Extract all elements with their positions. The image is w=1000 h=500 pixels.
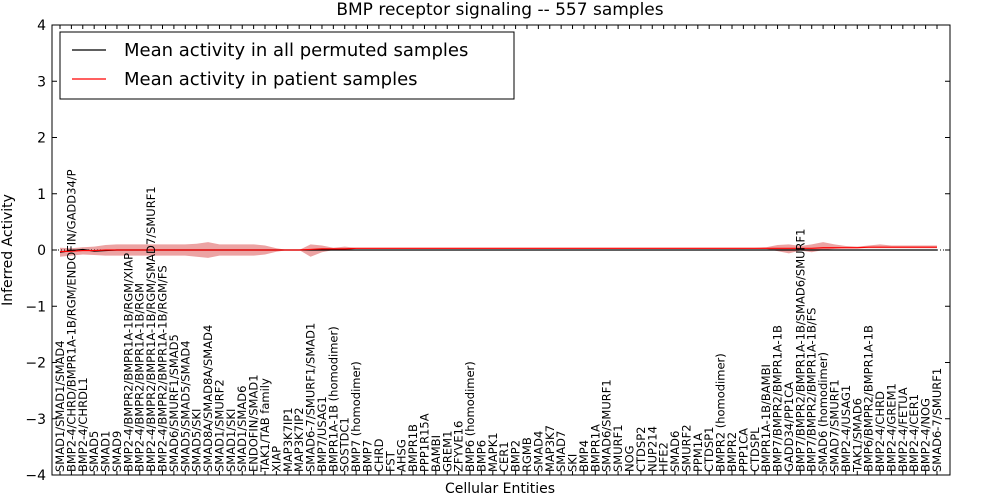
x-tick-label: BMP6/BMPR2/BMPR1A-1B (862, 325, 876, 472)
x-tick-label: BMP7/BMPR2/BMPR1A-1B/SMAD6/SMURF1 (793, 229, 807, 472)
x-tick-label: CTDSPL (748, 427, 762, 472)
x-tick-label: BMPR2 (homodimer) (714, 353, 728, 472)
x-tick-label: BMP2-4/NOG (919, 398, 933, 472)
x-tick-label: CER1 (497, 441, 511, 472)
x-tick-label: MAPK1 (486, 432, 500, 472)
y-tick-label: −3 (25, 412, 46, 428)
x-tick-label: ZFYVE16 (452, 421, 466, 472)
x-tick-label: BMP2-4/CHRDL1 (76, 377, 90, 472)
x-tick-label: BMPR1A-1B (homodimer) (326, 326, 340, 472)
x-tick-label: BMP6 (474, 440, 488, 472)
x-tick-label: SMURF2 (679, 424, 693, 472)
legend: Mean activity in all permuted samples Me… (59, 31, 515, 100)
x-tick-label: XIAP (269, 446, 283, 472)
x-tick-label: BMP2 (509, 440, 523, 472)
x-tick-label: BMP7 (homodimer) (349, 361, 363, 472)
x-tick-label: BMPR1A (588, 424, 602, 472)
x-tick-label: SMAD5/SMAD5/SMAD4 (178, 340, 192, 472)
legend-box (59, 31, 515, 100)
x-tick-label: PPM1A (691, 433, 705, 472)
y-tick-label: 3 (37, 74, 46, 90)
x-tick-label: NOG (622, 445, 636, 472)
x-tick-label: SMAD6/SMURF1 (600, 379, 614, 472)
x-tick-label: SMAD7/SMURF1 (827, 379, 841, 472)
x-tick-label: BMP2-4/CER1 (907, 394, 921, 472)
x-tick-label: BMP2-4/FETUA (896, 387, 910, 472)
x-tick-label: BMP6 (homodimer) (463, 361, 477, 472)
y-axis-label: Inferred Activity (0, 194, 16, 306)
legend-label-patient: Mean activity in patient samples (124, 69, 418, 90)
x-tick-label: SMAD6 (668, 431, 682, 472)
x-tick-label: SMAD4 (531, 431, 545, 472)
y-tick-label: 4 (37, 18, 46, 34)
x-tick-label: CTDSP2 (634, 427, 648, 472)
x-tick-label: BMP2-4/BMPR2/BMPR1A-1B/RGM/FS (156, 265, 170, 472)
x-tick-label: SMAD5 (87, 431, 101, 472)
x-tick-label: BMP2-4/BMPR2/BMPR1A-1B/RGM/XIAP (121, 253, 135, 472)
x-tick-label: SMAD5/SKI (190, 409, 204, 472)
x-tick-label: SMAD1/SMURF2 (212, 379, 226, 472)
x-tick-label: BMP2-4/USAG1 (839, 385, 853, 472)
x-tick-label: BMP2-4/CHRD/BMPR1A-1B/RGM/ENDOFIN/GADD34… (64, 169, 78, 472)
x-tick-label: GADD34/PP1CA (782, 382, 796, 472)
x-tick-label: SMURF1 (611, 424, 625, 472)
y-tick-label: −4 (25, 468, 46, 484)
x-tick-label: BMP2-4/BMPR2/BMPR1A-1B/RGM (133, 283, 147, 472)
y-tick-label: 0 (37, 243, 46, 259)
x-tick-label: MAP3K7IP1 (281, 407, 295, 472)
x-tick-label: PPP1CA (736, 428, 750, 472)
x-tick-label: BMPR1B (406, 424, 420, 472)
x-tick-label: BMP7/BMPR2/BMPR1A-1B (771, 325, 785, 472)
x-tick-label: GREM1 (440, 431, 454, 472)
legend-label-permuted: Mean activity in all permuted samples (124, 40, 468, 61)
x-tick-label: SMAD8A/SMAD8A/SMAD4 (201, 325, 215, 472)
series-line-patient (59, 246, 937, 253)
x-tick-label: CHRD (372, 438, 386, 472)
x-tick-label: NUP214 (645, 426, 659, 472)
x-tick-label: BMP2-4/CHRD (873, 391, 887, 472)
x-tick-label: RGMB (520, 437, 534, 472)
x-tick-label: SKI (566, 454, 580, 472)
x-tick-label: SMAD1/SKI (224, 409, 238, 472)
x-tick-label: BMP7 (361, 440, 375, 472)
x-tick-label: SMAD1/SMAD6 (235, 386, 249, 472)
x-tick-label: BMP2-4/BMPR2/BMPR1A-1B/RGM/SMAD7/SMURF1 (144, 186, 158, 472)
y-tick-label: 2 (37, 131, 46, 147)
x-tick-label: MAP3K7 (543, 425, 557, 472)
y-tick-label: −2 (25, 356, 46, 372)
x-tick-label: SMAD7 (554, 431, 568, 472)
x-tick-label: TAK1/TAB family (258, 378, 272, 473)
x-tick-label: BMP2-4/GREM1 (884, 383, 898, 472)
x-tick-label: HFE2 (657, 442, 671, 472)
x-tick-label: BMP4 (577, 440, 591, 472)
x-tick-label: SMAD9 (110, 431, 124, 472)
x-axis-label: Cellular Entities (445, 481, 555, 497)
x-tick-label: TAK1/SMAD6 (850, 398, 864, 473)
x-tick-label: PPP1R15A (417, 413, 431, 472)
x-tick-label: BMP7/BMPR2/BMPR1A-1B/FS (805, 308, 819, 472)
x-tick-label: SMAD6 (homodimer) (816, 352, 830, 472)
x-tick-label: BMPR1A-1B/BAMBI (759, 364, 773, 472)
x-tick-label: FST (383, 450, 397, 472)
y-tick-label: −1 (25, 299, 46, 315)
plot-area: −4−3−2−101234SMAD1/SMAD1/SMAD4BMP2-4/CHR… (25, 18, 951, 484)
x-tick-label: SMAD6/SMURF1/SMAD5 (167, 334, 181, 472)
x-tick-label: AHSG (395, 439, 409, 472)
x-tick-label: CTDSP1 (702, 427, 716, 472)
x-tick-label: BMP7/USAG1 (315, 396, 329, 472)
x-tick-label: BAMBI (429, 435, 443, 472)
x-tick-label: ENDOFIN/SMAD1 (247, 374, 261, 472)
y-tick-label: 1 (37, 187, 46, 203)
x-tick-label: SMAD1/SMAD1/SMAD4 (53, 340, 67, 472)
x-tick-label: MAP3K7IP2 (292, 407, 306, 472)
x-tick-label: BMPR2 (725, 432, 739, 472)
x-tick-label: SMAD6-7/SMURF1 (930, 368, 944, 472)
x-tick-label: SMAD6-7/SMURF1/SMAD1 (304, 323, 318, 472)
x-tick-label: SMAD1 (99, 431, 113, 472)
chart-title: BMP receptor signaling -- 557 samples (336, 0, 663, 20)
x-tick-label: SOSTDC1 (338, 417, 352, 472)
